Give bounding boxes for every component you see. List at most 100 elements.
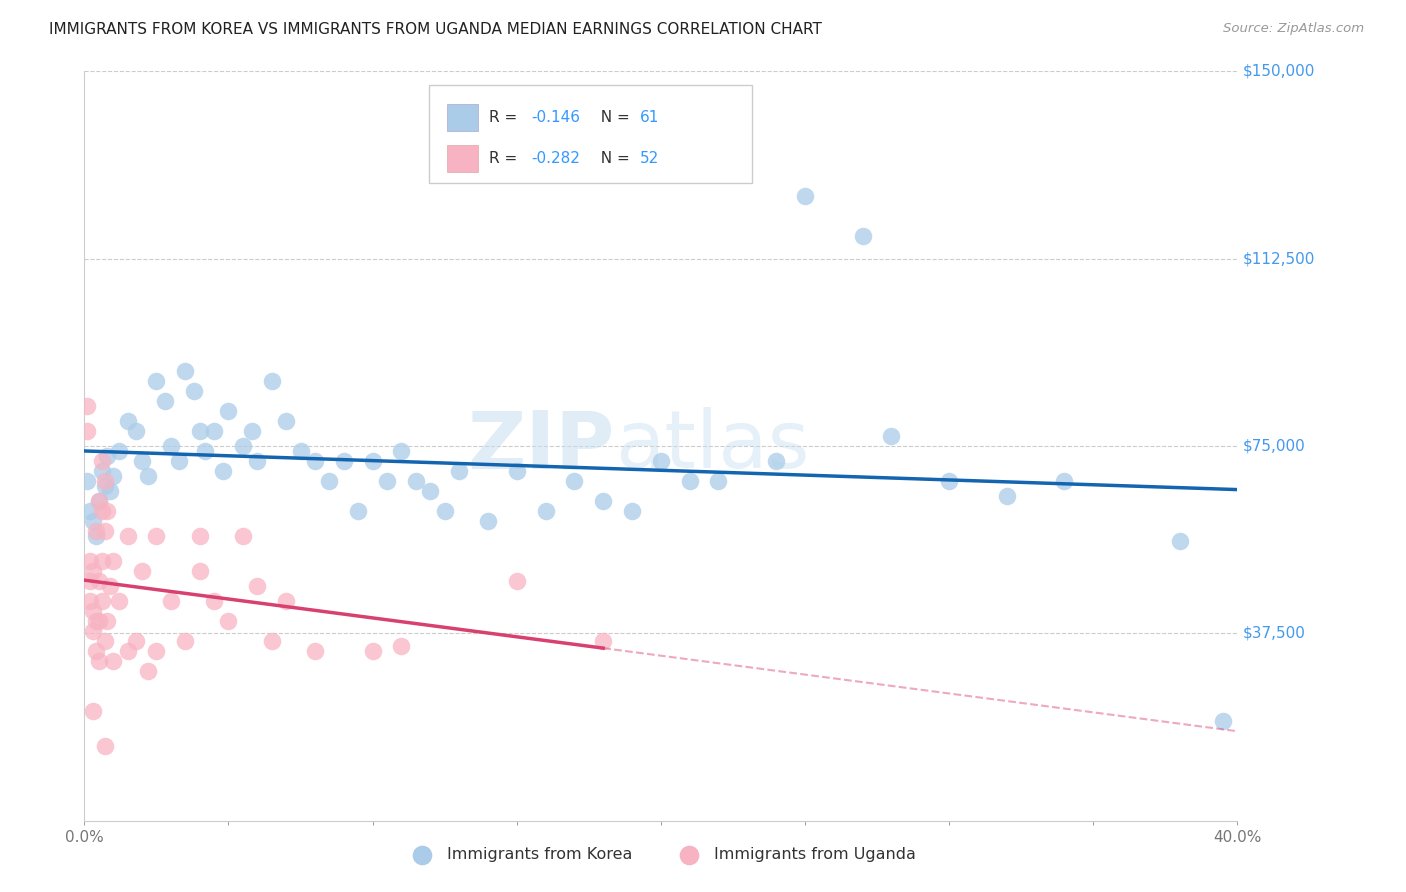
Point [93, 479, 115, 493]
Point [765, 454, 787, 468]
Text: Source: ZipAtlas.com: Source: ZipAtlas.com [1223, 22, 1364, 36]
Point [84, 614, 107, 628]
Text: 61: 61 [640, 111, 659, 125]
Point [98, 579, 121, 593]
Point [880, 429, 903, 443]
Point [87, 494, 110, 508]
Point [90, 594, 112, 608]
Point [98, 483, 121, 498]
Point [103, 654, 124, 668]
Point [183, 384, 205, 398]
Point [304, 644, 326, 658]
Point [218, 404, 240, 418]
Point [202, 594, 225, 608]
Point [194, 444, 217, 458]
Point [211, 464, 233, 478]
Point [103, 554, 124, 568]
Point [375, 474, 398, 488]
Point [145, 644, 167, 658]
Point [188, 424, 211, 438]
Point [506, 464, 529, 478]
Text: $75,000: $75,000 [1243, 439, 1306, 453]
Point [87, 654, 110, 668]
Point [333, 454, 356, 468]
Point [477, 514, 499, 528]
Text: N =: N = [591, 152, 634, 166]
Text: $150,000: $150,000 [1243, 64, 1316, 78]
Point [433, 504, 456, 518]
Point [160, 594, 183, 608]
Point [79, 554, 101, 568]
Point [592, 494, 614, 508]
Point [125, 633, 148, 648]
Point [995, 489, 1018, 503]
Point [90, 504, 112, 518]
Point [232, 439, 254, 453]
Point [82, 564, 104, 578]
Point [87, 614, 110, 628]
Point [76, 424, 98, 438]
Point [232, 529, 254, 543]
Point [82, 704, 104, 718]
Point [852, 229, 875, 244]
Point [1212, 714, 1234, 728]
Point [96, 614, 118, 628]
Point [169, 454, 191, 468]
Point [506, 574, 529, 588]
Point [174, 364, 197, 378]
Point [131, 454, 153, 468]
Point [405, 474, 427, 488]
Point [76, 474, 98, 488]
Text: $37,500: $37,500 [1243, 626, 1306, 640]
Point [145, 529, 167, 543]
Point [276, 594, 298, 608]
Point [82, 604, 104, 618]
Text: 52: 52 [640, 152, 659, 166]
Point [90, 454, 112, 468]
Point [592, 633, 614, 648]
Point [93, 633, 115, 648]
Text: -0.146: -0.146 [531, 111, 581, 125]
Point [391, 639, 413, 653]
Point [276, 414, 298, 428]
Text: R =: R = [489, 111, 523, 125]
Point [621, 504, 644, 518]
Point [76, 399, 98, 413]
Point [131, 564, 153, 578]
Point [117, 529, 139, 543]
Point [1168, 533, 1191, 548]
Point [188, 564, 211, 578]
Point [361, 454, 384, 468]
Point [90, 464, 112, 478]
Point [136, 664, 159, 678]
Point [361, 644, 384, 658]
Point [136, 469, 159, 483]
Point [391, 444, 413, 458]
Point [87, 574, 110, 588]
Point [260, 374, 283, 388]
Point [188, 529, 211, 543]
Point [84, 644, 107, 658]
Point [79, 594, 101, 608]
Point [145, 374, 167, 388]
Point [90, 554, 112, 568]
Point [153, 394, 176, 409]
Point [290, 444, 312, 458]
Point [108, 444, 131, 458]
Text: IMMIGRANTS FROM KOREA VS IMMIGRANTS FROM UGANDA MEDIAN EARNINGS CORRELATION CHAR: IMMIGRANTS FROM KOREA VS IMMIGRANTS FROM… [49, 22, 823, 37]
Point [87, 494, 110, 508]
Point [246, 454, 269, 468]
Legend: Immigrants from Korea, Immigrants from Uganda: Immigrants from Korea, Immigrants from U… [399, 841, 922, 869]
Point [1053, 474, 1076, 488]
Point [125, 424, 148, 438]
Point [246, 579, 269, 593]
Point [117, 414, 139, 428]
Point [347, 504, 370, 518]
Text: $112,500: $112,500 [1243, 252, 1316, 266]
Point [93, 739, 115, 753]
Text: atlas: atlas [614, 407, 808, 485]
Point [82, 514, 104, 528]
Text: N =: N = [591, 111, 634, 125]
Point [260, 633, 283, 648]
Point [564, 474, 586, 488]
